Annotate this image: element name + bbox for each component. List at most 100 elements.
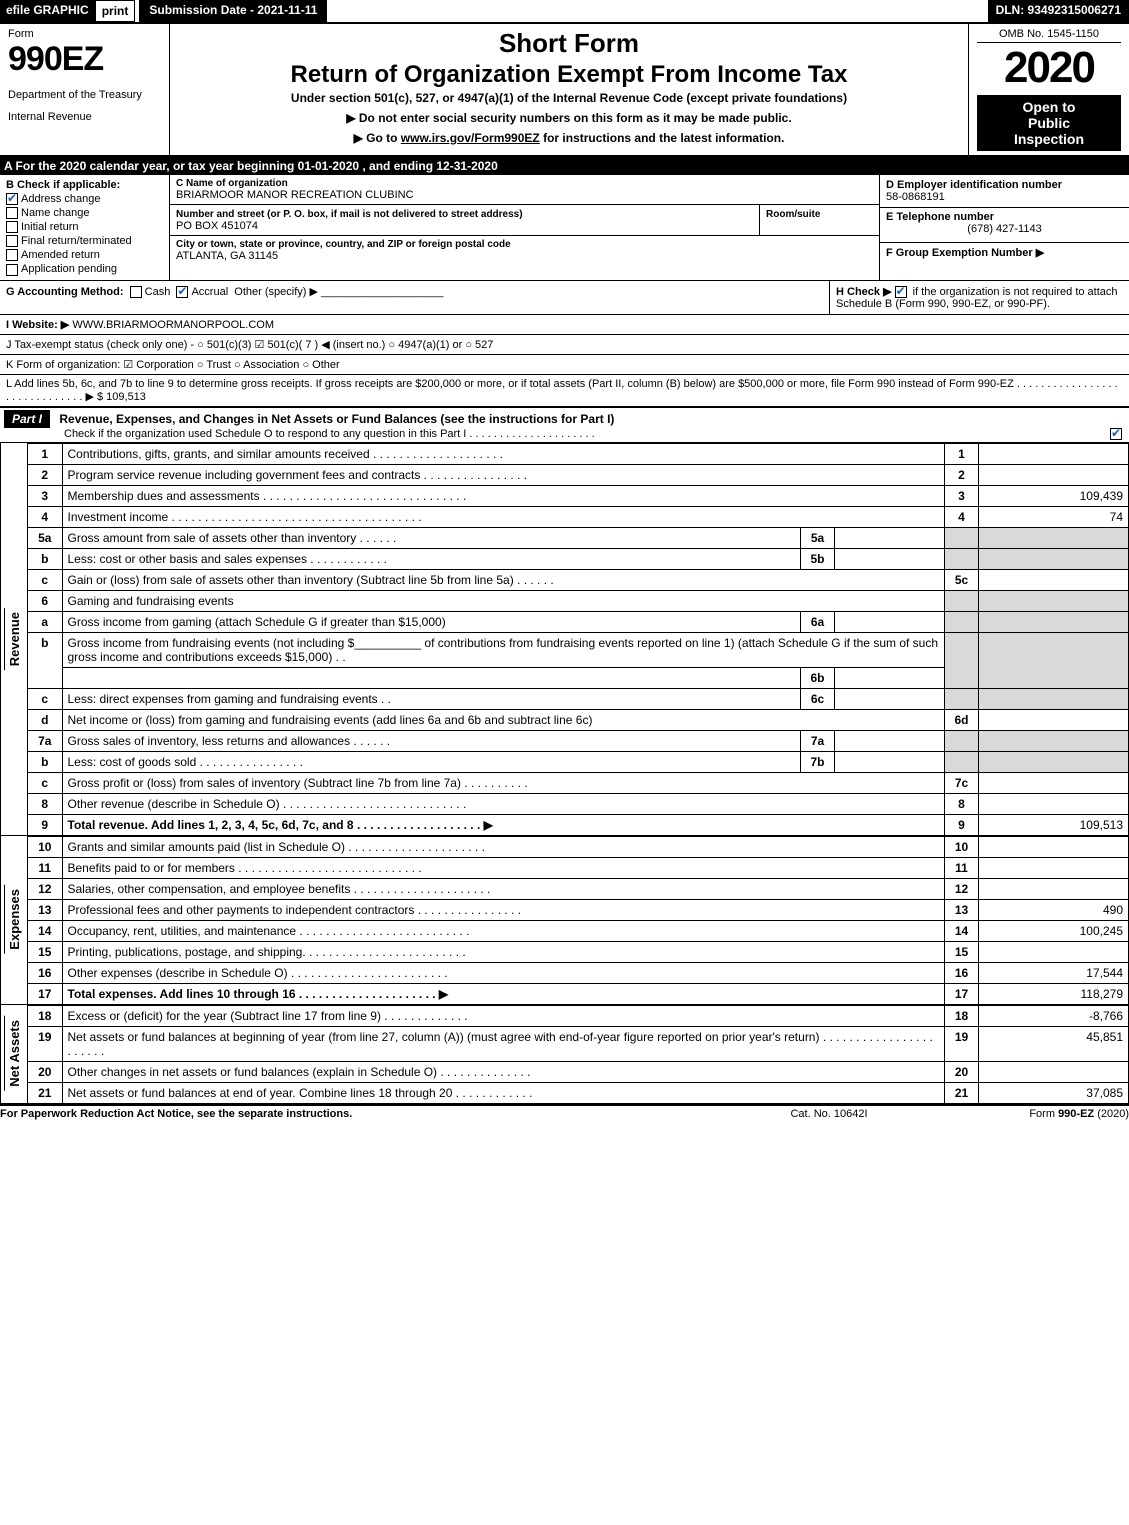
g-other: Other (specify) ▶ <box>234 286 318 298</box>
table-row: bLess: cost or other basis and sales exp… <box>28 548 1129 569</box>
checkbox-icon[interactable] <box>130 286 142 298</box>
line-num: 8 <box>28 793 62 814</box>
grey-cell <box>979 548 1129 569</box>
sub-num: 5a <box>801 527 835 548</box>
e-phone-row: E Telephone number (678) 427-1143 <box>880 207 1129 238</box>
org-name-row: C Name of organization BRIARMOOR MANOR R… <box>170 175 879 205</box>
line-num: a <box>28 611 62 632</box>
sub-value <box>835 527 945 548</box>
section-a-taxyear: A For the 2020 calendar year, or tax yea… <box>0 157 1129 175</box>
netassets-side-label: Net Assets <box>0 1005 28 1104</box>
sub-value <box>835 751 945 772</box>
line-desc: Printing, publications, postage, and shi… <box>62 941 945 962</box>
chk-pending-label: Application pending <box>21 263 117 275</box>
goto-post: for instructions and the latest informat… <box>540 131 785 145</box>
revenue-table: 1Contributions, gifts, grants, and simil… <box>28 443 1129 836</box>
table-row: 3Membership dues and assessments . . . .… <box>28 485 1129 506</box>
line-num: 17 <box>28 983 62 1004</box>
grey-cell <box>945 632 979 688</box>
line-desc-cont <box>62 667 801 688</box>
line-value <box>979 941 1129 962</box>
line-value <box>979 857 1129 878</box>
dept-treasury: Department of the Treasury <box>8 89 161 101</box>
chk-initial-return[interactable]: Initial return <box>6 221 163 233</box>
footer-right: Form 990-EZ (2020) <box>929 1108 1129 1120</box>
website-value: WWW.BRIARMOORMANORPOOL.COM <box>72 319 274 331</box>
line-num: 5a <box>28 527 62 548</box>
chk-address-change[interactable]: Address change <box>6 193 163 205</box>
line-code: 2 <box>945 464 979 485</box>
line-desc: Program service revenue including govern… <box>62 464 945 485</box>
netassets-table: 18Excess or (deficit) for the year (Subt… <box>28 1005 1129 1104</box>
table-row: 10Grants and similar amounts paid (list … <box>28 836 1129 857</box>
table-row: 18Excess or (deficit) for the year (Subt… <box>28 1005 1129 1026</box>
org-addr-row: Number and street (or P. O. box, if mail… <box>170 205 879 236</box>
line-desc: Net income or (loss) from gaming and fun… <box>62 709 945 730</box>
form-header: Form 990EZ Department of the Treasury In… <box>0 24 1129 157</box>
org-info-block: B Check if applicable: Address change Na… <box>0 175 1129 281</box>
line-code: 7c <box>945 772 979 793</box>
city-label: City or town, state or province, country… <box>176 239 873 250</box>
form-id-cell: Form 990EZ Department of the Treasury In… <box>0 24 170 155</box>
checkbox-icon <box>6 249 18 261</box>
row-i-website: I Website: ▶ WWW.BRIARMOORMANORPOOL.COM <box>0 315 1129 335</box>
table-row: 5aGross amount from sale of assets other… <box>28 527 1129 548</box>
checkbox-icon[interactable] <box>176 286 188 298</box>
table-row: bGross income from fundraising events (n… <box>28 632 1129 667</box>
line-value <box>979 1061 1129 1082</box>
form-title: Return of Organization Exempt From Incom… <box>178 61 960 89</box>
table-row: 14Occupancy, rent, utilities, and mainte… <box>28 920 1129 941</box>
checkbox-icon[interactable] <box>1110 428 1122 440</box>
line-code: 18 <box>945 1005 979 1026</box>
line-value: 45,851 <box>979 1026 1129 1061</box>
expenses-side-label: Expenses <box>0 836 28 1005</box>
line-code: 9 <box>945 814 979 835</box>
line-code: 3 <box>945 485 979 506</box>
goto-note: ▶ Go to www.irs.gov/Form990EZ for instru… <box>178 131 960 145</box>
chk-final-label: Final return/terminated <box>21 235 132 247</box>
line-value <box>979 569 1129 590</box>
org-city-row: City or town, state or province, country… <box>170 236 879 265</box>
chk-application-pending[interactable]: Application pending <box>6 263 163 275</box>
line-num: 2 <box>28 464 62 485</box>
line-desc: Excess or (deficit) for the year (Subtra… <box>62 1005 945 1026</box>
sub-value <box>835 548 945 569</box>
page-footer: For Paperwork Reduction Act Notice, see … <box>0 1104 1129 1120</box>
table-row: 20Other changes in net assets or fund ba… <box>28 1061 1129 1082</box>
chk-amended-return[interactable]: Amended return <box>6 249 163 261</box>
table-row: 12Salaries, other compensation, and empl… <box>28 878 1129 899</box>
chk-name-change[interactable]: Name change <box>6 207 163 219</box>
part1-header-row: Part I Revenue, Expenses, and Changes in… <box>0 407 1129 443</box>
line-value: -8,766 <box>979 1005 1129 1026</box>
line-num: c <box>28 688 62 709</box>
line-code: 21 <box>945 1082 979 1103</box>
line-code: 13 <box>945 899 979 920</box>
row-g-h: G Accounting Method: Cash Accrual Other … <box>0 281 1129 315</box>
line-value <box>979 793 1129 814</box>
sub-num: 6a <box>801 611 835 632</box>
ssn-warning: ▶ Do not enter social security numbers o… <box>178 111 960 125</box>
line-code: 15 <box>945 941 979 962</box>
line-desc: Total revenue. Add lines 1, 2, 3, 4, 5c,… <box>62 814 945 835</box>
open-public-box: Open to Public Inspection <box>977 95 1121 151</box>
line-value: 118,279 <box>979 983 1129 1004</box>
line-desc: Other changes in net assets or fund bala… <box>62 1061 945 1082</box>
print-button[interactable]: print <box>95 0 136 22</box>
i-label: I Website: ▶ <box>6 319 69 331</box>
line-value <box>979 772 1129 793</box>
table-row: 11Benefits paid to or for members . . . … <box>28 857 1129 878</box>
line-value: 490 <box>979 899 1129 920</box>
chk-amended-label: Amended return <box>21 249 100 261</box>
line-code: 5c <box>945 569 979 590</box>
line-value: 17,544 <box>979 962 1129 983</box>
chk-final-return[interactable]: Final return/terminated <box>6 235 163 247</box>
g-accrual: Accrual <box>191 286 228 298</box>
tax-year: 2020 <box>977 43 1121 93</box>
l6b-pre: Gross income from fundraising events (no… <box>68 636 355 650</box>
table-row: aGross income from gaming (attach Schedu… <box>28 611 1129 632</box>
table-row: 13Professional fees and other payments t… <box>28 899 1129 920</box>
instructions-link[interactable]: www.irs.gov/Form990EZ <box>401 131 540 145</box>
footer-form-no: 990-EZ <box>1058 1108 1094 1120</box>
grey-cell <box>945 611 979 632</box>
checkbox-icon[interactable] <box>895 286 907 298</box>
